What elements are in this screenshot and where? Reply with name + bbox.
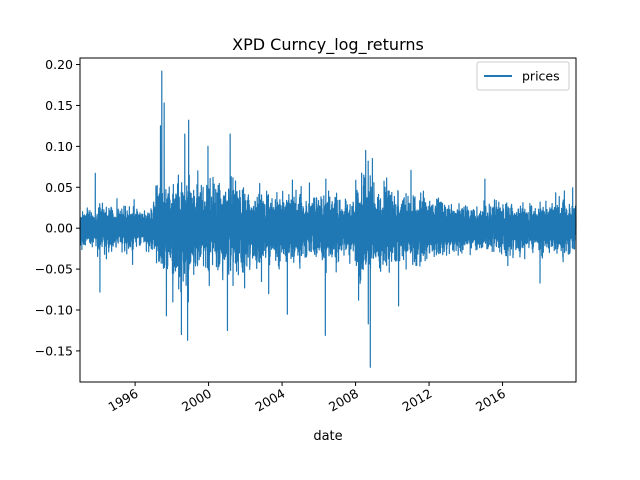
series-line-prices — [79, 70, 577, 368]
y-tick-label: −0.05 — [35, 262, 73, 277]
y-tick-label: 0.00 — [45, 221, 73, 236]
legend-label-prices: prices — [522, 69, 560, 84]
y-tick-label: −0.10 — [35, 303, 73, 318]
x-axis-label: date — [313, 429, 342, 444]
y-tick-label: 0.20 — [45, 57, 73, 72]
series-layer — [79, 70, 577, 368]
chart-title: XPD Curncy_log_returns — [232, 35, 424, 55]
y-tick-label: 0.15 — [45, 98, 73, 113]
y-tick-label: 0.05 — [45, 180, 73, 195]
y-tick-label: −0.15 — [35, 343, 73, 358]
plot-frame — [79, 57, 577, 383]
y-tick-label: 0.10 — [45, 139, 73, 154]
legend-box — [476, 61, 570, 91]
legend: prices — [476, 61, 570, 91]
